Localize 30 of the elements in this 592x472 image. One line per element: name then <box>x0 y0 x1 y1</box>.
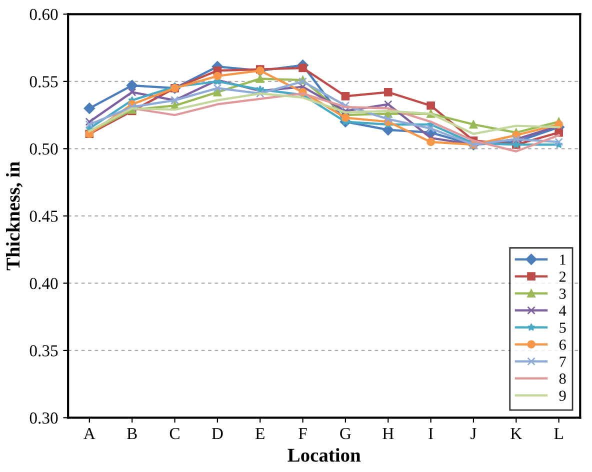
legend-label: 6 <box>559 340 566 350</box>
x-tick-label: K <box>510 428 522 440</box>
legend-label: 8 <box>559 374 566 384</box>
x-tick-label: J <box>470 428 476 440</box>
y-tick-label: 0.50 <box>30 143 58 155</box>
y-tick-label: 0.60 <box>30 8 58 20</box>
x-tick-label: H <box>382 428 394 440</box>
x-tick-label: I <box>428 428 433 440</box>
y-tick-label: 0.45 <box>30 210 58 222</box>
x-tick-label: D <box>212 428 223 440</box>
legend-label: 9 <box>559 390 566 401</box>
y-tick-label: 0.35 <box>30 345 58 356</box>
y-tick-label: 0.40 <box>30 278 58 290</box>
x-tick-label: F <box>298 428 307 440</box>
x-axis-title: Location <box>288 448 361 462</box>
x-tick-label: L <box>554 428 563 440</box>
legend-label: 2 <box>559 272 566 282</box>
legend-label: 3 <box>560 288 566 299</box>
x-tick-label: E <box>256 428 264 440</box>
legend-label: 5 <box>560 322 566 333</box>
legend-label: 7 <box>560 356 566 367</box>
y-tick-label: 0.30 <box>30 412 58 424</box>
x-tick-label: C <box>170 428 180 440</box>
x-tick-label: B <box>127 428 137 440</box>
legend-label: 1 <box>560 254 566 265</box>
x-tick-label: A <box>84 428 96 440</box>
x-tick-label: G <box>340 428 351 440</box>
y-axis-title: Thickness, in <box>6 162 23 270</box>
legend-label: 4 <box>559 306 566 316</box>
y-tick-label: 0.55 <box>30 76 58 88</box>
